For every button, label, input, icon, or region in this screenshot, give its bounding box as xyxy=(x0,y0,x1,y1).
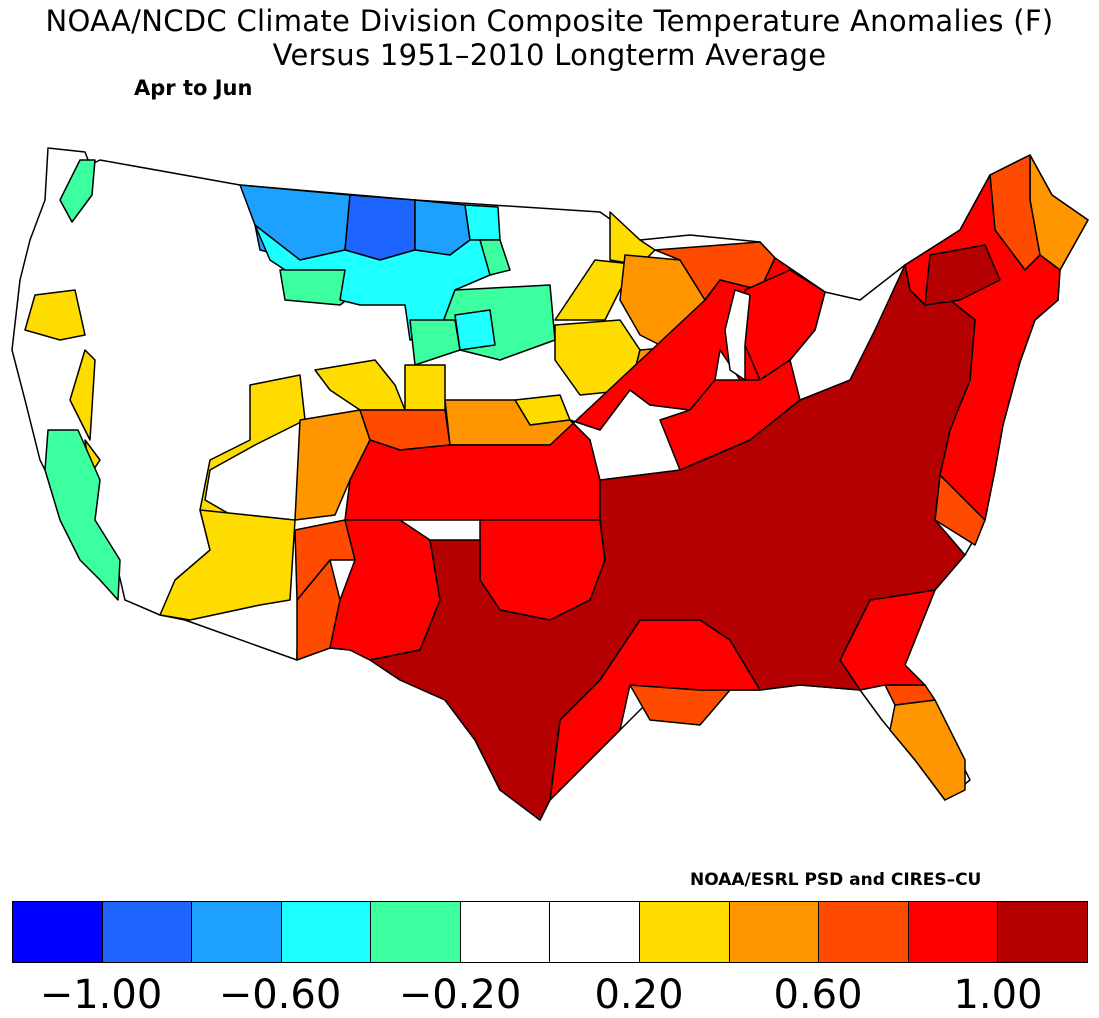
credit-label: NOAA/ESRL PSD and CIRES–CU xyxy=(690,870,982,890)
us-anomaly-map xyxy=(11,147,1089,821)
colorbar-tick-label: −0.20 xyxy=(398,972,522,1018)
colorbar-swatch xyxy=(550,902,641,962)
colorbar-tick-label: 0.60 xyxy=(773,972,863,1018)
region-yellow-or xyxy=(24,289,86,341)
region-yellow-ut xyxy=(199,374,306,551)
region-teal-wa xyxy=(59,159,96,223)
colorbar-swatch xyxy=(819,902,909,962)
region-yellow-co2 xyxy=(404,364,446,411)
map-subtitle: Versus 1951–2010 Longterm Average xyxy=(272,38,827,72)
period-label: Apr to Jun xyxy=(134,76,253,100)
lake-michigan xyxy=(724,289,751,381)
colorbar-swatch xyxy=(908,902,999,962)
colorbar-swatch xyxy=(102,902,193,962)
colorbar-swatch xyxy=(998,902,1087,962)
region-cyan-sd xyxy=(454,309,496,351)
region-yellow-az xyxy=(159,509,296,621)
colorbar-swatch xyxy=(729,902,820,962)
colorbar-swatch xyxy=(192,902,282,962)
colorbar-tick-label: −0.60 xyxy=(218,972,342,1018)
colorbar-swatch xyxy=(281,902,372,962)
colorbar-swatch xyxy=(13,902,103,962)
region-teal-ca xyxy=(44,429,121,601)
colorbar-tick-label: 0.20 xyxy=(594,972,684,1018)
region-dark-red-south-central xyxy=(369,264,976,821)
region-teal-nd-east xyxy=(479,239,511,276)
region-orange-fl xyxy=(889,699,966,801)
colorbar-swatch xyxy=(640,902,730,962)
region-red-mi xyxy=(744,269,826,381)
colorbar-swatch xyxy=(460,902,551,962)
region-blue-mt xyxy=(344,194,416,261)
colorbar-tick-label: 1.00 xyxy=(953,972,1043,1018)
region-red-il-in xyxy=(659,359,801,471)
colorbar-swatch xyxy=(371,902,461,962)
colorbar-tick-label: −1.00 xyxy=(39,972,163,1018)
colorbar xyxy=(12,901,1088,963)
region-cyan-nd xyxy=(464,204,501,241)
region-red-orange-la xyxy=(629,684,731,726)
region-red-orange-nm2 xyxy=(294,519,356,601)
map-title: NOAA/NCDC Climate Division Composite Tem… xyxy=(45,4,1054,38)
region-dark-red-ny xyxy=(924,244,1001,306)
region-yellow-ca xyxy=(69,349,96,441)
